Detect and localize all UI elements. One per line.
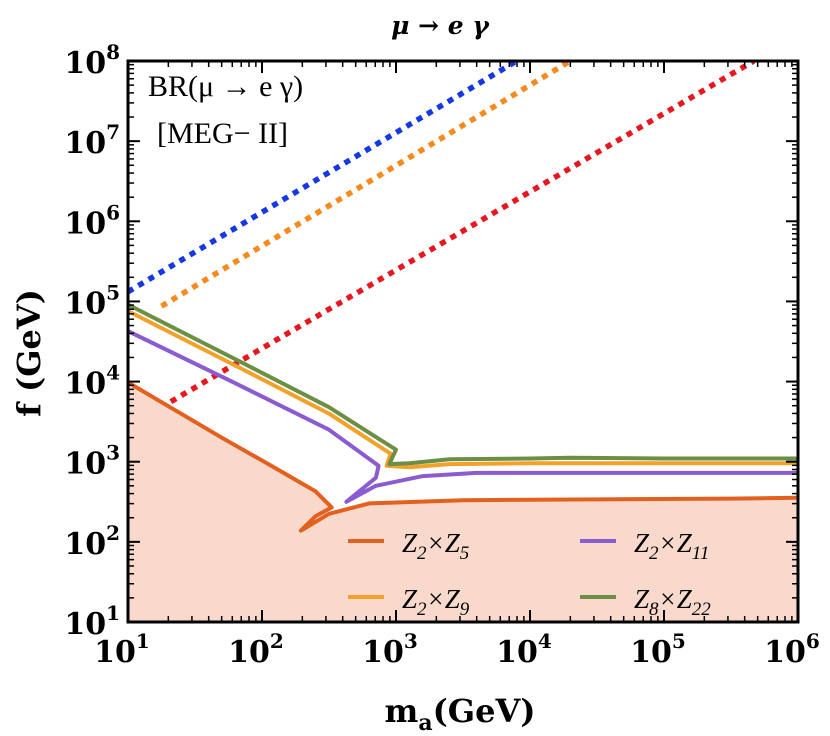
legend-label: Z2×Z9 xyxy=(402,584,470,620)
y-tick-label: 103 xyxy=(64,441,120,482)
legend-label: Z2×Z11 xyxy=(634,528,709,564)
y-tick-labels: 101 102 103 104 105 106 107 108 xyxy=(64,40,120,642)
blue-dotted-bound xyxy=(128,61,519,295)
x-tick-label: 103 xyxy=(362,629,418,670)
axis-ticks xyxy=(127,60,799,623)
orange-dotted-bound xyxy=(160,61,572,309)
x-tick-label: 105 xyxy=(630,629,686,670)
plot-frame xyxy=(126,59,800,624)
dotted-bound-lines xyxy=(128,61,756,404)
series-z2-z11 xyxy=(128,329,798,504)
y-tick-label: 105 xyxy=(64,280,120,321)
y-axis-label: f (GeV) xyxy=(10,289,48,417)
y-tick-label: 104 xyxy=(64,361,120,402)
x-axis-label: ma(GeV) xyxy=(385,692,536,736)
y-tick-label: 108 xyxy=(64,40,120,81)
legend-label: Z2×Z5 xyxy=(402,528,469,564)
legend: Z2×Z5 Z2×Z11 Z2×Z9 Z8×Z22 xyxy=(348,528,711,620)
plot-area xyxy=(128,61,798,622)
x-tick-label: 104 xyxy=(496,629,552,670)
x-axis-label-subscript: a xyxy=(418,710,432,736)
x-tick-labels: 101 102 103 104 105 106 xyxy=(94,629,820,670)
series-z2-z9 xyxy=(128,309,798,470)
series-lines xyxy=(128,302,798,533)
y-tick-label: 107 xyxy=(64,120,120,161)
series-z2-z5 xyxy=(128,380,798,533)
legend-label: Z8×Z22 xyxy=(634,584,711,620)
y-tick-label: 102 xyxy=(64,521,120,562)
x-axis-label-unit: (GeV) xyxy=(433,692,536,730)
x-tick-label: 106 xyxy=(764,629,820,670)
x-tick-label: 102 xyxy=(228,629,284,670)
red-dotted-bound xyxy=(169,61,756,404)
y-tick-label: 106 xyxy=(64,200,120,241)
y-tick-label: 101 xyxy=(64,601,120,642)
annotation-line-1: BR(μ → e γ) xyxy=(148,70,303,103)
series-z8-z22 xyxy=(128,302,798,467)
chart-title: μ → e γ xyxy=(391,11,490,40)
x-axis-label-main: m xyxy=(385,692,419,730)
x-tick-label: 101 xyxy=(94,629,150,670)
annotation-line-2: [MEG− II] xyxy=(157,117,288,150)
